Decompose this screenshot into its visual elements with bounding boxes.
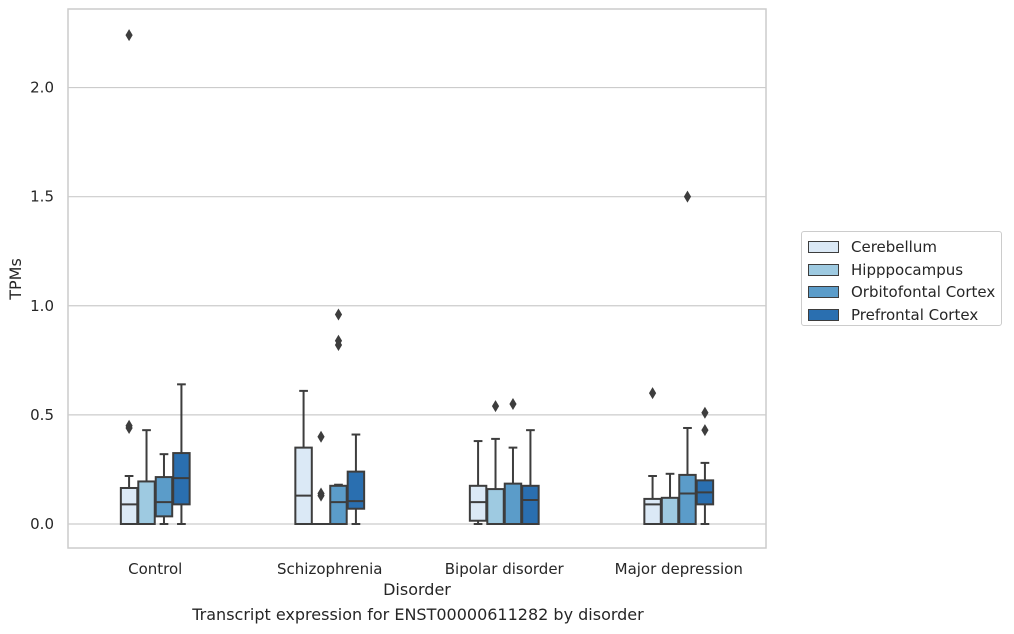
outlier-point bbox=[491, 400, 500, 413]
legend-label: Prefrontal Cortex bbox=[851, 305, 979, 324]
y-tick-label: 2.0 bbox=[30, 79, 54, 97]
outlier-point bbox=[125, 421, 133, 434]
outlier-point bbox=[509, 397, 517, 410]
y-tick-label: 1.0 bbox=[30, 297, 54, 315]
box-prefrontal-cortex bbox=[172, 383, 191, 525]
box-body bbox=[346, 470, 366, 510]
legend-swatch bbox=[808, 241, 839, 254]
outlier-point bbox=[701, 424, 709, 437]
legend-label: Hipppocampus bbox=[851, 260, 964, 279]
x-tick-label: Major depression bbox=[615, 560, 743, 578]
box-cerebellum bbox=[119, 29, 139, 525]
x-tick-label: Schizophrenia bbox=[277, 560, 382, 578]
outlier-point bbox=[317, 489, 325, 502]
legend-swatch bbox=[808, 308, 839, 321]
outlier-point bbox=[701, 406, 709, 419]
y-tick-label: 1.5 bbox=[30, 188, 54, 206]
box-body bbox=[678, 473, 697, 525]
box-hipppocampus bbox=[660, 472, 680, 525]
outlier-point bbox=[317, 430, 325, 443]
box-hipppocampus bbox=[137, 429, 156, 525]
y-tick-labels: 0.0 0.5 1.0 1.5 2.0 bbox=[30, 79, 54, 533]
legend-item: Hipppocampus bbox=[808, 259, 1001, 282]
legend-label: Orbitofontal Cortex bbox=[851, 283, 996, 302]
box-body bbox=[660, 496, 680, 525]
box-orbitofontal-cortex bbox=[503, 397, 523, 525]
box-body bbox=[643, 497, 662, 525]
y-tick-label: 0.0 bbox=[30, 515, 54, 533]
box-body bbox=[154, 476, 174, 518]
box-body bbox=[503, 482, 523, 525]
y-tick-label: 0.5 bbox=[30, 406, 54, 424]
box-orbitofontal-cortex bbox=[678, 190, 697, 525]
y-axis-label: TPMs bbox=[6, 258, 25, 301]
box-body bbox=[329, 484, 348, 525]
box-hipppocampus bbox=[486, 400, 505, 525]
box-body bbox=[119, 486, 139, 525]
x-axis-label: Disorder bbox=[383, 580, 451, 599]
outlier-point bbox=[125, 29, 133, 42]
x-tick-label: Bipolar disorder bbox=[445, 560, 565, 578]
outlier-point bbox=[334, 308, 343, 321]
box-prefrontal-cortex bbox=[521, 429, 540, 525]
box-cerebellum bbox=[643, 387, 662, 525]
box-orbitofontal-cortex bbox=[154, 453, 174, 525]
x-tick-label: Control bbox=[128, 560, 182, 578]
box-prefrontal-cortex bbox=[695, 406, 715, 525]
outlier-point bbox=[683, 190, 692, 203]
box-cerebellum bbox=[294, 389, 313, 525]
legend-swatch bbox=[808, 263, 839, 276]
box-body bbox=[294, 446, 313, 525]
legend-swatch bbox=[808, 286, 839, 299]
box-body bbox=[137, 480, 156, 525]
plot-frame bbox=[67, 8, 767, 549]
x-tick-labels: Control Schizophrenia Bipolar disorder Majo… bbox=[128, 560, 743, 578]
box-orbitofontal-cortex bbox=[329, 308, 348, 525]
box-cerebellum bbox=[468, 440, 488, 525]
legend-item: Cerebellum bbox=[808, 236, 1001, 259]
plot-boxes bbox=[119, 29, 715, 526]
box-body bbox=[486, 488, 505, 525]
legend-item: Orbitofontal Cortex bbox=[808, 281, 1001, 304]
legend-label: Cerebellum bbox=[851, 238, 937, 257]
legend: Cerebellum Hipppocampus Orbitofontal Corte… bbox=[801, 231, 1002, 326]
outlier-point bbox=[334, 339, 343, 352]
box-prefrontal-cortex bbox=[346, 433, 366, 525]
legend-item: Prefrontal Cortex bbox=[808, 304, 1001, 327]
box-body bbox=[468, 484, 488, 522]
outlier-point bbox=[648, 387, 657, 400]
box-hipppocampus bbox=[311, 430, 331, 526]
chart-caption: Transcript expression for ENST0000061128… bbox=[192, 605, 644, 624]
box-body bbox=[521, 484, 540, 525]
